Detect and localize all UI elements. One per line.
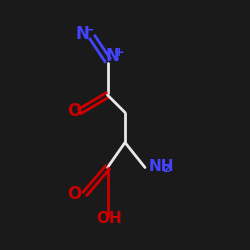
Text: −: − xyxy=(84,24,94,37)
Text: O: O xyxy=(66,185,81,203)
Text: NH: NH xyxy=(149,159,174,174)
Text: N: N xyxy=(106,47,120,65)
Text: 2: 2 xyxy=(162,164,170,174)
Text: OH: OH xyxy=(96,211,122,226)
Text: +: + xyxy=(114,46,124,59)
Text: O: O xyxy=(66,102,81,120)
Text: N: N xyxy=(76,25,90,43)
